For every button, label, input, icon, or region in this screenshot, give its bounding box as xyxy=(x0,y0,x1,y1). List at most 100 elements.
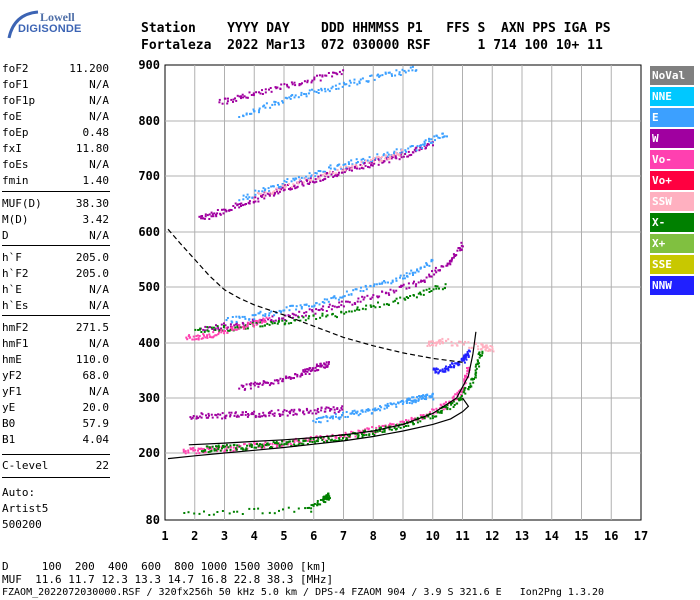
echo-point xyxy=(300,176,303,179)
echo-point xyxy=(297,507,300,510)
echo-point xyxy=(483,345,486,348)
echo-point xyxy=(282,317,285,320)
echo-point xyxy=(434,371,437,374)
echo-point xyxy=(282,410,285,413)
echo-point xyxy=(334,439,337,442)
echo-point xyxy=(276,184,279,186)
echo-point xyxy=(345,411,348,413)
echo-point xyxy=(245,448,248,451)
echo-point xyxy=(201,448,204,451)
echo-point xyxy=(293,184,296,187)
echo-point xyxy=(265,316,268,319)
echo-point xyxy=(444,405,447,408)
echo-point xyxy=(290,304,293,307)
echo-point xyxy=(280,445,283,448)
echo-point xyxy=(391,154,394,157)
echo-point xyxy=(355,158,358,161)
echo-point xyxy=(272,194,275,197)
echo-point xyxy=(317,369,320,371)
echo-point xyxy=(230,209,233,211)
echo-point xyxy=(383,303,386,306)
echo-point xyxy=(198,415,201,418)
echo-point xyxy=(212,326,215,329)
echo-point xyxy=(238,327,241,330)
echo-point xyxy=(481,354,483,357)
echo-point xyxy=(390,402,392,405)
echo-point xyxy=(281,317,284,320)
echo-point xyxy=(467,388,470,390)
echo-point xyxy=(343,295,346,298)
param-value: N/A xyxy=(89,385,109,398)
echo-point xyxy=(340,167,343,170)
echo-point xyxy=(269,106,272,109)
echo-point xyxy=(311,310,314,313)
param-value: N/A xyxy=(89,110,109,123)
echo-point xyxy=(247,322,250,325)
echo-point xyxy=(477,353,480,356)
echo-point xyxy=(197,416,200,419)
echo-point xyxy=(284,96,287,99)
echo-point xyxy=(338,70,341,73)
echo-point xyxy=(287,376,290,379)
echo-point xyxy=(257,507,260,510)
echo-point xyxy=(222,330,225,332)
echo-point xyxy=(250,382,253,385)
echo-point xyxy=(416,396,418,399)
echo-point xyxy=(292,439,295,441)
echo-point xyxy=(276,322,279,325)
echo-point xyxy=(342,295,345,298)
echo-point xyxy=(380,156,383,159)
echo-point xyxy=(455,402,458,405)
param-row: M(D) 3.42 xyxy=(2,213,109,229)
echo-point xyxy=(412,399,415,402)
echo-point xyxy=(402,401,405,404)
param-row: MUF(D) 38.30 xyxy=(2,197,109,213)
echo-point xyxy=(452,406,455,408)
echo-point xyxy=(221,412,224,415)
echo-point xyxy=(474,371,477,374)
echo-point xyxy=(217,326,220,329)
echo-point xyxy=(321,314,324,317)
echo-point xyxy=(266,322,269,325)
echo-point xyxy=(360,167,363,169)
echo-point xyxy=(334,315,337,318)
echo-point xyxy=(428,340,430,343)
x-tick-label: 12 xyxy=(485,529,499,543)
echo-point xyxy=(338,301,341,304)
echo-point xyxy=(253,384,256,387)
echo-point xyxy=(299,304,302,307)
echo-point xyxy=(281,413,284,416)
echo-point xyxy=(256,320,259,323)
echo-point xyxy=(324,501,327,504)
echo-point xyxy=(337,87,340,90)
echo-point xyxy=(407,397,410,400)
echo-point xyxy=(319,416,322,419)
echo-point xyxy=(297,96,300,99)
echo-point xyxy=(423,142,426,145)
echo-point xyxy=(399,420,402,423)
echo-point xyxy=(465,358,468,361)
echo-point xyxy=(280,443,283,446)
echo-point xyxy=(391,74,393,77)
echo-point xyxy=(365,288,368,291)
echo-point xyxy=(320,409,323,412)
echo-point xyxy=(312,181,315,183)
echo-point xyxy=(288,96,291,99)
echo-point xyxy=(454,393,457,396)
echo-point xyxy=(195,338,198,341)
param-value: 22 xyxy=(95,459,109,472)
echo-point xyxy=(346,167,348,170)
echo-point xyxy=(436,285,439,288)
echo-point xyxy=(370,74,373,77)
echo-point xyxy=(270,319,273,321)
echo-point xyxy=(321,74,324,77)
echo-point xyxy=(228,512,231,515)
echo-point xyxy=(347,166,350,169)
echo-point xyxy=(273,379,276,382)
echo-point xyxy=(277,409,280,412)
echo-point xyxy=(357,434,360,437)
echo-point xyxy=(270,185,273,188)
echo-point xyxy=(202,333,205,335)
echo-point xyxy=(322,366,325,369)
echo-point xyxy=(273,414,276,417)
